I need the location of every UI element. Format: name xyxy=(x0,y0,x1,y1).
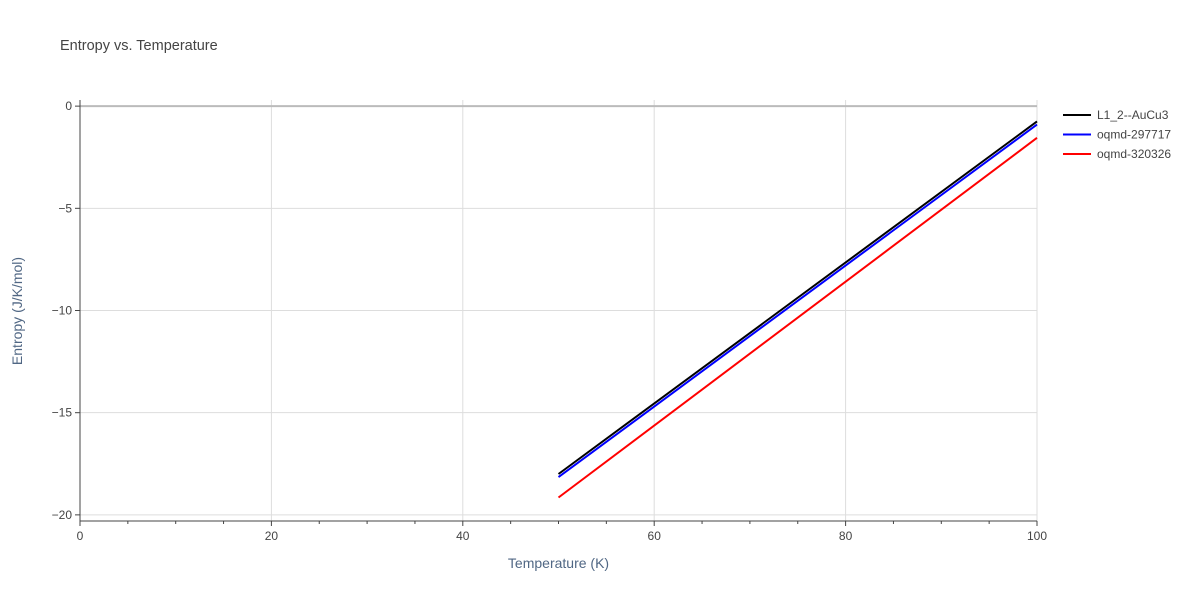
legend-item[interactable]: oqmd-297717 xyxy=(1063,128,1171,142)
y-tick-label: −15 xyxy=(52,406,73,420)
legend-item[interactable]: L1_2--AuCu3 xyxy=(1063,108,1169,122)
x-tick-label: 40 xyxy=(456,529,470,543)
chart-title: Entropy vs. Temperature xyxy=(60,38,218,54)
legend-label: oqmd-297717 xyxy=(1097,128,1171,142)
plot-area[interactable] xyxy=(557,120,1038,499)
legend-label: L1_2--AuCu3 xyxy=(1097,108,1169,122)
y-axis-title: Entropy (J/K/mol) xyxy=(9,257,25,365)
x-tick-label: 80 xyxy=(839,529,853,543)
x-axis-title: Temperature (K) xyxy=(508,555,609,571)
series-line-2[interactable] xyxy=(557,123,1038,478)
y-tick-label: −20 xyxy=(52,508,73,522)
axes: 0 20 40 60 80 100 0 −5 −10 −15 −20 xyxy=(52,99,1048,543)
legend[interactable]: L1_2--AuCu3 oqmd-297717 oqmd-320326 xyxy=(1063,108,1171,161)
x-tick-label: 100 xyxy=(1027,529,1047,543)
x-tick-label: 20 xyxy=(265,529,279,543)
series-line-3[interactable] xyxy=(557,137,1038,499)
grid xyxy=(80,100,1038,521)
legend-item[interactable]: oqmd-320326 xyxy=(1063,147,1171,161)
legend-label: oqmd-320326 xyxy=(1097,147,1171,161)
x-tick-label: 60 xyxy=(648,529,662,543)
series-line-1[interactable] xyxy=(557,120,1038,475)
y-tick-label: −5 xyxy=(58,201,72,215)
x-tick-label: 0 xyxy=(77,529,84,543)
y-tick-label: 0 xyxy=(65,99,72,113)
y-tick-label: −10 xyxy=(52,304,73,318)
